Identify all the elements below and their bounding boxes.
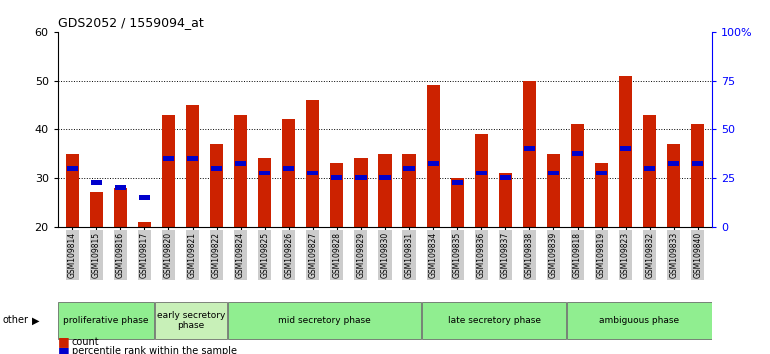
Text: ▶: ▶ (32, 315, 40, 325)
Bar (403, 166, 415, 171)
Bar (378, 154, 392, 227)
Text: ■: ■ (58, 336, 69, 348)
Text: mid secretory phase: mid secretory phase (278, 316, 371, 325)
Bar (162, 156, 174, 161)
Text: early secretory
phase: early secretory phase (157, 311, 226, 330)
Bar (210, 144, 223, 227)
Bar (500, 176, 511, 180)
Bar (644, 166, 655, 171)
Bar (355, 176, 367, 180)
Bar (115, 185, 126, 190)
Bar (427, 161, 439, 166)
Bar (427, 85, 440, 227)
FancyBboxPatch shape (156, 302, 227, 339)
Text: GDS2052 / 1559094_at: GDS2052 / 1559094_at (58, 16, 203, 29)
Bar (162, 115, 175, 227)
FancyBboxPatch shape (567, 302, 711, 339)
Bar (211, 166, 223, 171)
Bar (330, 163, 343, 227)
Bar (306, 100, 320, 227)
Bar (139, 195, 150, 200)
Text: other: other (2, 315, 28, 325)
Bar (667, 144, 681, 227)
Text: ambiguous phase: ambiguous phase (600, 316, 680, 325)
Bar (307, 171, 319, 176)
Bar (66, 166, 78, 171)
Bar (380, 176, 390, 180)
Bar (572, 151, 583, 156)
Bar (331, 176, 343, 180)
Bar (620, 146, 631, 151)
Bar (187, 156, 198, 161)
Bar (668, 161, 679, 166)
Bar (114, 188, 127, 227)
Bar (547, 171, 559, 176)
Bar (451, 180, 463, 185)
Bar (89, 193, 103, 227)
Bar (91, 180, 102, 185)
Bar (138, 222, 151, 227)
Text: proliferative phase: proliferative phase (63, 316, 149, 325)
Bar (691, 124, 705, 227)
FancyBboxPatch shape (422, 302, 566, 339)
Bar (403, 154, 416, 227)
Text: late secretory phase: late secretory phase (447, 316, 541, 325)
FancyBboxPatch shape (59, 302, 154, 339)
Bar (235, 161, 246, 166)
Text: count: count (72, 337, 99, 347)
Bar (476, 171, 487, 176)
Text: percentile rank within the sample: percentile rank within the sample (72, 346, 236, 354)
Bar (571, 124, 584, 227)
Bar (499, 173, 512, 227)
Bar (692, 161, 704, 166)
Bar (283, 166, 294, 171)
Bar (619, 76, 632, 227)
Bar (259, 171, 270, 176)
Bar (547, 154, 560, 227)
Bar (643, 115, 656, 227)
Text: ■: ■ (58, 345, 69, 354)
Bar (596, 171, 608, 176)
Bar (450, 178, 464, 227)
Bar (282, 120, 296, 227)
Bar (474, 134, 488, 227)
Bar (65, 154, 79, 227)
Bar (524, 146, 535, 151)
Bar (258, 159, 271, 227)
Bar (234, 115, 247, 227)
Bar (595, 163, 608, 227)
Bar (354, 159, 367, 227)
Bar (523, 81, 536, 227)
Bar (186, 105, 199, 227)
FancyBboxPatch shape (228, 302, 421, 339)
